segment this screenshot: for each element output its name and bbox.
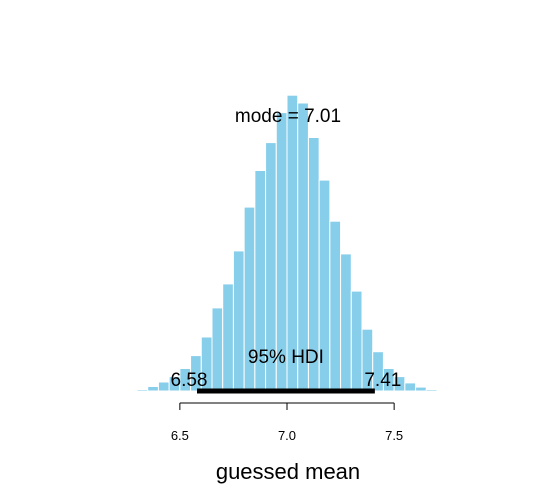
x-ticks: 6.5 7.0 7.5 [171, 403, 403, 443]
histogram-bar [232, 250, 245, 392]
bars-layer [136, 94, 438, 392]
histogram-bar [211, 307, 224, 392]
histogram-bar [329, 220, 342, 392]
hdi-low-label: 6.58 [171, 370, 208, 391]
x-axis-label: guessed mean [216, 459, 360, 484]
histogram-bar [425, 389, 438, 392]
histogram-bar [350, 290, 363, 392]
hdi-high-label: 7.41 [364, 370, 401, 391]
x-tick-label: 7.5 [385, 428, 403, 443]
hdi-label: 95% HDI [248, 347, 324, 368]
x-tick-label: 7.0 [278, 428, 296, 443]
histogram-bar [404, 382, 417, 392]
histogram-bar [415, 386, 427, 392]
histogram-bar [136, 389, 149, 392]
histogram-bar [222, 283, 234, 392]
mode-label: mode = 7.01 [235, 106, 341, 127]
histogram-bar [340, 253, 352, 392]
histogram-bar [157, 381, 170, 392]
histogram-bar [147, 386, 159, 392]
x-tick-label: 6.5 [171, 428, 189, 443]
x-axis: 6.5 7.0 7.5 [171, 402, 403, 443]
